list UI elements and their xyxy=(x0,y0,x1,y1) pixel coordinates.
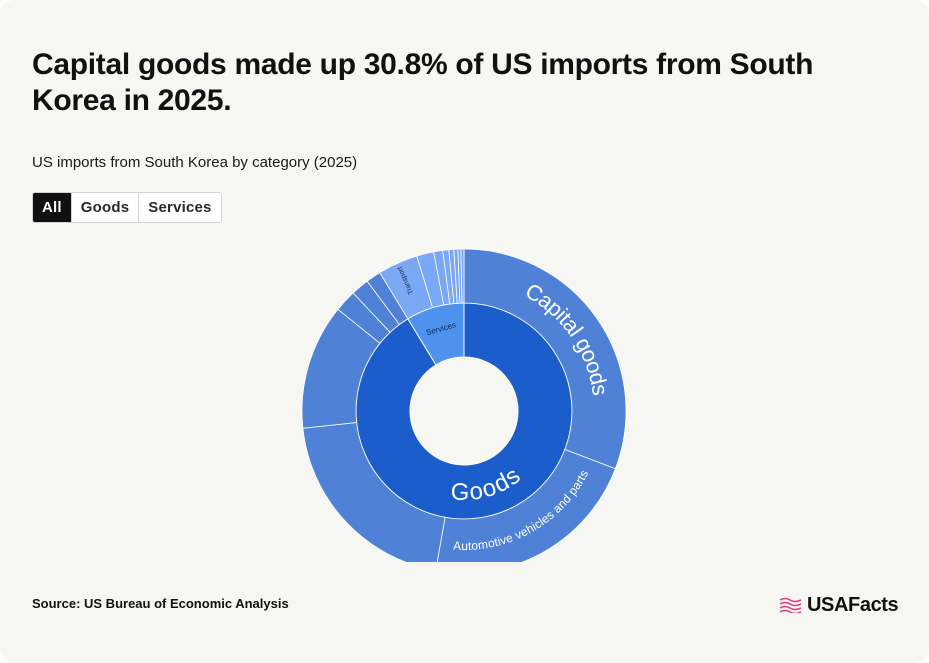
outer-slice-capital-goods[interactable] xyxy=(463,248,627,470)
category-tabs: All Goods Services xyxy=(32,192,222,223)
tab-services[interactable]: Services xyxy=(138,193,220,222)
brand-name: USAFacts xyxy=(807,593,899,616)
us-flag-icon xyxy=(779,597,802,613)
page-title: Capital goods made up 30.8% of US import… xyxy=(32,48,814,117)
outer-slice-automotive-vehicles-and-parts[interactable] xyxy=(436,448,616,573)
brand-logo[interactable]: USAFacts xyxy=(779,592,899,618)
tab-all[interactable]: All xyxy=(33,193,71,222)
source-note: Source: US Bureau of Economic Analysis xyxy=(32,596,289,611)
outer-slice-15[interactable] xyxy=(460,248,465,304)
tab-goods[interactable]: Goods xyxy=(70,193,139,222)
chart-subtitle: US imports from South Korea by category … xyxy=(32,154,358,171)
